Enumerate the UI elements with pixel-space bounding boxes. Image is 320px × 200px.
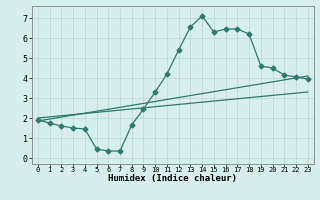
X-axis label: Humidex (Indice chaleur): Humidex (Indice chaleur) bbox=[108, 174, 237, 183]
